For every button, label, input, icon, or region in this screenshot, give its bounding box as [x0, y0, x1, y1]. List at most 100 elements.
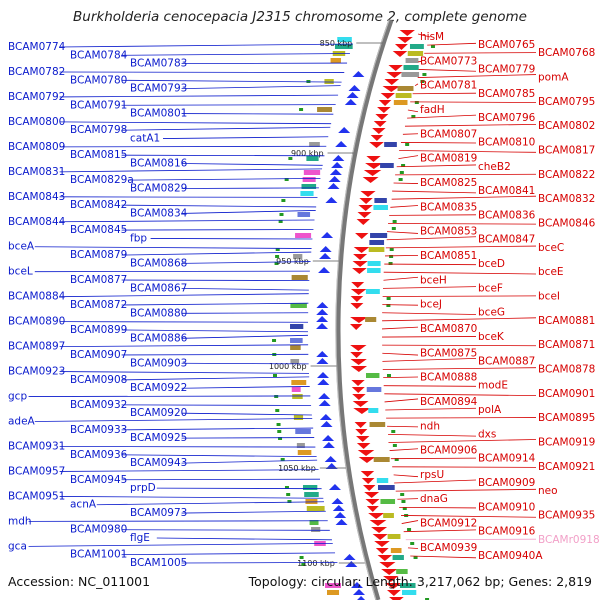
- feature-block: [295, 429, 311, 434]
- feature-block: [293, 254, 303, 259]
- feature-block: [297, 212, 311, 217]
- gene-label: BCAM0791: [70, 99, 127, 111]
- feature-block: [374, 198, 387, 203]
- small-feature-marker: [277, 430, 282, 433]
- feature-block: [367, 261, 381, 266]
- forward-gene-arrow: [319, 414, 332, 420]
- forward-gene-arrow: [335, 141, 348, 147]
- gene-label: cheB2: [478, 161, 511, 173]
- forward-gene-arrow: [344, 99, 357, 105]
- gene-label: BCAM0901: [538, 388, 595, 400]
- leader-line: [181, 459, 318, 464]
- reverse-gene-arrow: [350, 317, 368, 323]
- gene-label: BCAM0980: [70, 524, 127, 536]
- feature-block: [395, 93, 412, 98]
- leader-line: [59, 43, 353, 48]
- gene-label: BCAM0819: [420, 153, 477, 165]
- feature-block: [304, 492, 319, 497]
- topology-label: Topology: circular; Length: 3,217,062 bp…: [248, 574, 592, 589]
- leader-line: [384, 393, 537, 397]
- gene-label: bceD: [478, 258, 505, 270]
- leader-line: [34, 246, 312, 249]
- leader-line: [397, 498, 419, 500]
- tick-label: 1000 kbp: [269, 362, 307, 371]
- gene-label: dnaG: [420, 493, 448, 505]
- feature-block: [290, 303, 307, 308]
- reverse-gene-arrow: [350, 345, 367, 351]
- gene-label: BCAM0836: [478, 209, 536, 221]
- gene-label: BCAM0781: [420, 80, 477, 92]
- gene-label: BCAM0933: [70, 424, 127, 436]
- leader-line: [382, 312, 477, 315]
- reverse-gene-arrow: [352, 401, 369, 407]
- leader-line: [393, 182, 419, 184]
- gene-label: bceI: [538, 291, 560, 303]
- forward-gene-arrow: [324, 456, 337, 462]
- gene-label: BCAM0796: [478, 112, 536, 124]
- feature-block: [365, 317, 377, 322]
- gene-label: BCAM0870: [420, 323, 477, 335]
- leader-line: [181, 412, 312, 416]
- gene-label: BCAM0899: [70, 324, 127, 336]
- reverse-gene-arrow: [360, 471, 375, 477]
- gene-label: BCAM0872: [70, 299, 127, 311]
- forward-gene-arrow: [321, 232, 334, 238]
- gene-label: BCAM0810: [478, 136, 535, 148]
- forward-gene-arrow: [319, 246, 332, 252]
- leader-line: [59, 168, 323, 173]
- small-feature-marker: [413, 556, 418, 559]
- small-feature-marker: [405, 143, 410, 146]
- reverse-gene-arrow: [353, 408, 371, 414]
- forward-gene-arrow: [334, 512, 347, 518]
- reverse-gene-arrow: [375, 114, 389, 120]
- gene-label: polA: [478, 404, 502, 416]
- leader-line: [383, 271, 537, 275]
- gene-label: BCAM0809: [8, 141, 65, 153]
- small-feature-marker: [284, 486, 289, 489]
- gene-label: BCAM0881: [538, 315, 595, 327]
- gene-label: BCAM0920: [130, 407, 187, 419]
- leader-line: [388, 439, 537, 443]
- leader-line: [393, 474, 419, 478]
- gene-label: BCAM0910: [478, 501, 535, 513]
- reverse-gene-arrow: [366, 156, 381, 162]
- gene-label: BCAM0875: [420, 347, 477, 359]
- gene-label: BCAM0780: [70, 74, 127, 86]
- small-feature-marker: [388, 262, 393, 265]
- gene-label: BCAM0807: [420, 128, 477, 140]
- gene-label: BCAM0923: [8, 366, 65, 378]
- gene-label: BCAM0916: [478, 526, 536, 538]
- leader-line: [181, 210, 316, 214]
- leader-line: [181, 163, 323, 166]
- small-feature-marker: [274, 395, 279, 398]
- leader-line: [424, 52, 537, 54]
- feature-block: [293, 415, 304, 420]
- gene-label: BCAM0871: [538, 339, 595, 351]
- feature-block: [311, 527, 321, 532]
- gene-label: pomA: [538, 72, 569, 84]
- feature-block: [396, 569, 408, 574]
- gene-label: neo: [538, 485, 558, 497]
- leader-line: [418, 69, 477, 72]
- leader-line: [401, 520, 419, 524]
- leader-line: [394, 479, 477, 484]
- reverse-gene-arrow: [354, 422, 367, 428]
- feature-block: [368, 408, 379, 413]
- feature-block: [392, 555, 404, 560]
- leader-line: [407, 109, 419, 113]
- reverse-gene-arrow: [380, 93, 395, 99]
- small-feature-marker: [279, 213, 284, 216]
- reverse-gene-arrow: [350, 296, 364, 302]
- leader-line: [382, 336, 477, 338]
- small-feature-marker: [278, 437, 283, 440]
- forward-gene-arrow: [345, 561, 358, 567]
- reverse-gene-arrow: [364, 492, 380, 498]
- reverse-gene-arrow: [362, 485, 376, 491]
- leader-line: [395, 488, 537, 492]
- tick-label: 1100 kbp: [297, 559, 335, 568]
- reverse-gene-arrow: [353, 254, 368, 260]
- forward-gene-arrow: [325, 463, 338, 469]
- feature-block: [295, 233, 312, 238]
- gene-label: BCAM0867: [130, 282, 187, 294]
- gene-label: BCAM0879: [70, 249, 127, 261]
